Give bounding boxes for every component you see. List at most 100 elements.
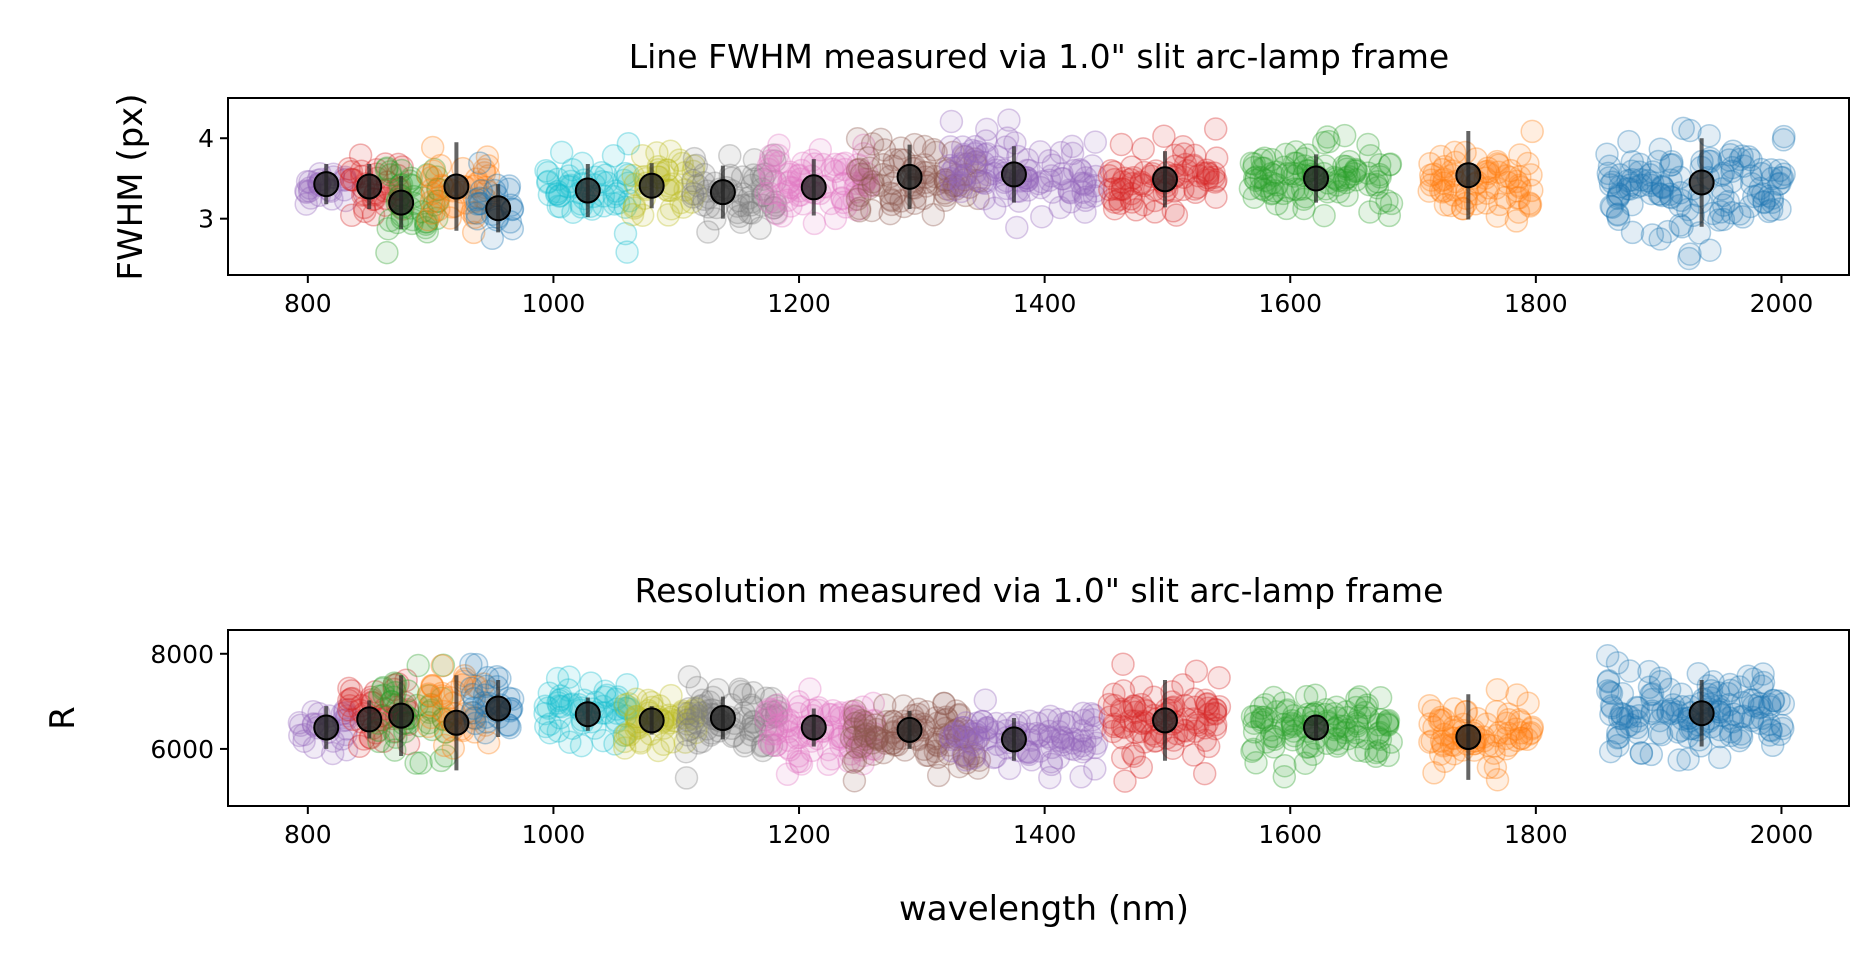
resolution-scatter-point	[983, 744, 1008, 769]
fwhm-scatter-point	[748, 216, 772, 241]
fwhm-scatter-point	[871, 152, 895, 177]
resolution-scatter-point	[743, 719, 768, 743]
resolution-scatter-point	[409, 751, 433, 775]
fwhm-scatter-point	[703, 207, 727, 231]
resolution-scatter-point	[789, 752, 814, 776]
fwhm-scatter-point	[763, 190, 787, 214]
resolution-scatter-point	[1716, 681, 1740, 706]
resolution-scatter-point	[1249, 696, 1273, 720]
resolution-scatter-point	[1280, 727, 1305, 752]
resolution-scatter-point	[940, 739, 964, 763]
resolution-scatter-point	[843, 725, 867, 749]
resolution-scatter-point	[1615, 704, 1640, 728]
resolution-mean-point	[443, 709, 470, 736]
resolution-scatter-point	[1609, 701, 1634, 726]
resolution-scatter-point	[837, 749, 861, 774]
fwhm-scatter-point	[604, 179, 628, 203]
resolution-scatter-point	[1757, 712, 1782, 737]
fwhm-scatter-point	[966, 186, 990, 211]
resolution-scatter-point	[838, 706, 862, 731]
resolution-scatter-point	[1509, 726, 1533, 750]
resolution-scatter-point	[676, 701, 701, 726]
resolution-scatter-point	[1637, 659, 1661, 684]
resolution-scatter-point	[821, 698, 845, 723]
resolution-scatter-point	[758, 721, 783, 746]
resolution-scatter-point	[1348, 704, 1372, 728]
fwhm-scatter-point	[1120, 190, 1144, 214]
fwhm-scatter-point	[1204, 146, 1229, 170]
fwhm-scatter-point	[1772, 124, 1796, 149]
fwhm-mean-point	[638, 172, 665, 199]
fwhm-scatter-point	[976, 162, 1000, 187]
resolution-scatter-point	[1364, 740, 1388, 765]
fwhm-scatter-point	[1606, 186, 1630, 210]
resolution-scatter-point	[741, 681, 765, 705]
resolution-scatter-point	[954, 711, 978, 735]
fwhm-scatter-point	[416, 163, 440, 188]
resolution-scatter-point	[960, 730, 984, 755]
resolution-scatter-point	[430, 681, 454, 706]
fwhm-scatter-point	[1650, 174, 1675, 198]
fwhm-scatter-point	[1638, 163, 1662, 187]
resolution-scatter-point	[1736, 664, 1760, 688]
resolution-scatter-point	[430, 653, 454, 678]
resolution-scatter-point	[367, 684, 392, 709]
resolution-scatter-point	[1051, 729, 1076, 754]
fwhm-scatter-point	[1051, 167, 1075, 191]
fwhm-scatter-point	[1605, 202, 1630, 226]
fwhm-scatter-point	[1181, 154, 1206, 179]
resolution-scatter-point	[1485, 767, 1510, 792]
fwhm-scatter-point	[1766, 172, 1791, 197]
resolution-scatter-point	[678, 717, 702, 741]
fwhm-chart-title: Line FWHM measured via 1.0" slit arc-lam…	[629, 37, 1449, 76]
fwhm-mean-point	[800, 174, 827, 201]
fwhm-scatter-point	[1238, 176, 1263, 201]
resolution-scatter-point	[1741, 694, 1766, 718]
resolution-scatter-point	[1507, 708, 1532, 732]
fwhm-scatter-point	[602, 192, 627, 216]
fwhm-mean-point	[485, 195, 512, 222]
resolution-scatter-point	[786, 689, 811, 714]
fwhm-scatter-point	[337, 156, 361, 181]
resolution-scatter-point	[1676, 747, 1700, 771]
resolution-scatter-point	[1505, 683, 1529, 707]
fwhm-scatter-point	[1282, 151, 1307, 176]
resolution-scatter-point	[1428, 705, 1453, 730]
fwhm-scatter-point	[963, 147, 987, 171]
fwhm-scatter-point	[1262, 179, 1287, 203]
fwhm-scatter-point	[1659, 185, 1684, 210]
resolution-scatter-point	[1768, 722, 1792, 747]
resolution-scatter-point	[1433, 749, 1457, 774]
resolution-x-tick-label: 1000	[522, 820, 586, 849]
fwhm-scatter-point	[1074, 166, 1098, 190]
resolution-scatter-point	[1083, 716, 1108, 740]
resolution-scatter-point	[1101, 719, 1125, 744]
fwhm-scatter-point	[1119, 187, 1143, 211]
resolution-scatter-point	[1024, 721, 1049, 746]
fwhm-scatter-point	[1195, 165, 1220, 190]
resolution-scatter-point	[962, 733, 986, 757]
fwhm-scatter-point	[775, 188, 800, 212]
resolution-scatter-point	[974, 725, 998, 750]
fwhm-scatter-point	[852, 173, 876, 197]
resolution-scatter-point	[787, 695, 812, 719]
fwhm-scatter-point	[1284, 140, 1308, 164]
resolution-scatter-point	[1771, 716, 1795, 741]
fwhm-scatter-point	[1646, 149, 1671, 174]
resolution-scatter-point	[1618, 712, 1643, 737]
resolution-scatter-point	[1345, 714, 1369, 738]
resolution-scatter-point	[1123, 720, 1148, 745]
fwhm-scatter-point	[1050, 166, 1074, 191]
resolution-scatter-point	[684, 715, 709, 739]
resolution-scatter-point	[728, 679, 753, 704]
resolution-scatter-point	[775, 762, 800, 787]
fwhm-scatter-point	[1124, 198, 1148, 222]
fwhm-scatter-point	[1242, 185, 1266, 209]
fwhm-scatter-point	[1433, 193, 1458, 217]
resolution-scatter-point	[984, 711, 1008, 736]
resolution-scatter-point	[841, 750, 866, 774]
fwhm-scatter-point	[1315, 125, 1340, 149]
resolution-scatter-point	[951, 725, 976, 750]
resolution-scatter-point	[1109, 697, 1134, 722]
resolution-scatter-point	[865, 726, 890, 751]
